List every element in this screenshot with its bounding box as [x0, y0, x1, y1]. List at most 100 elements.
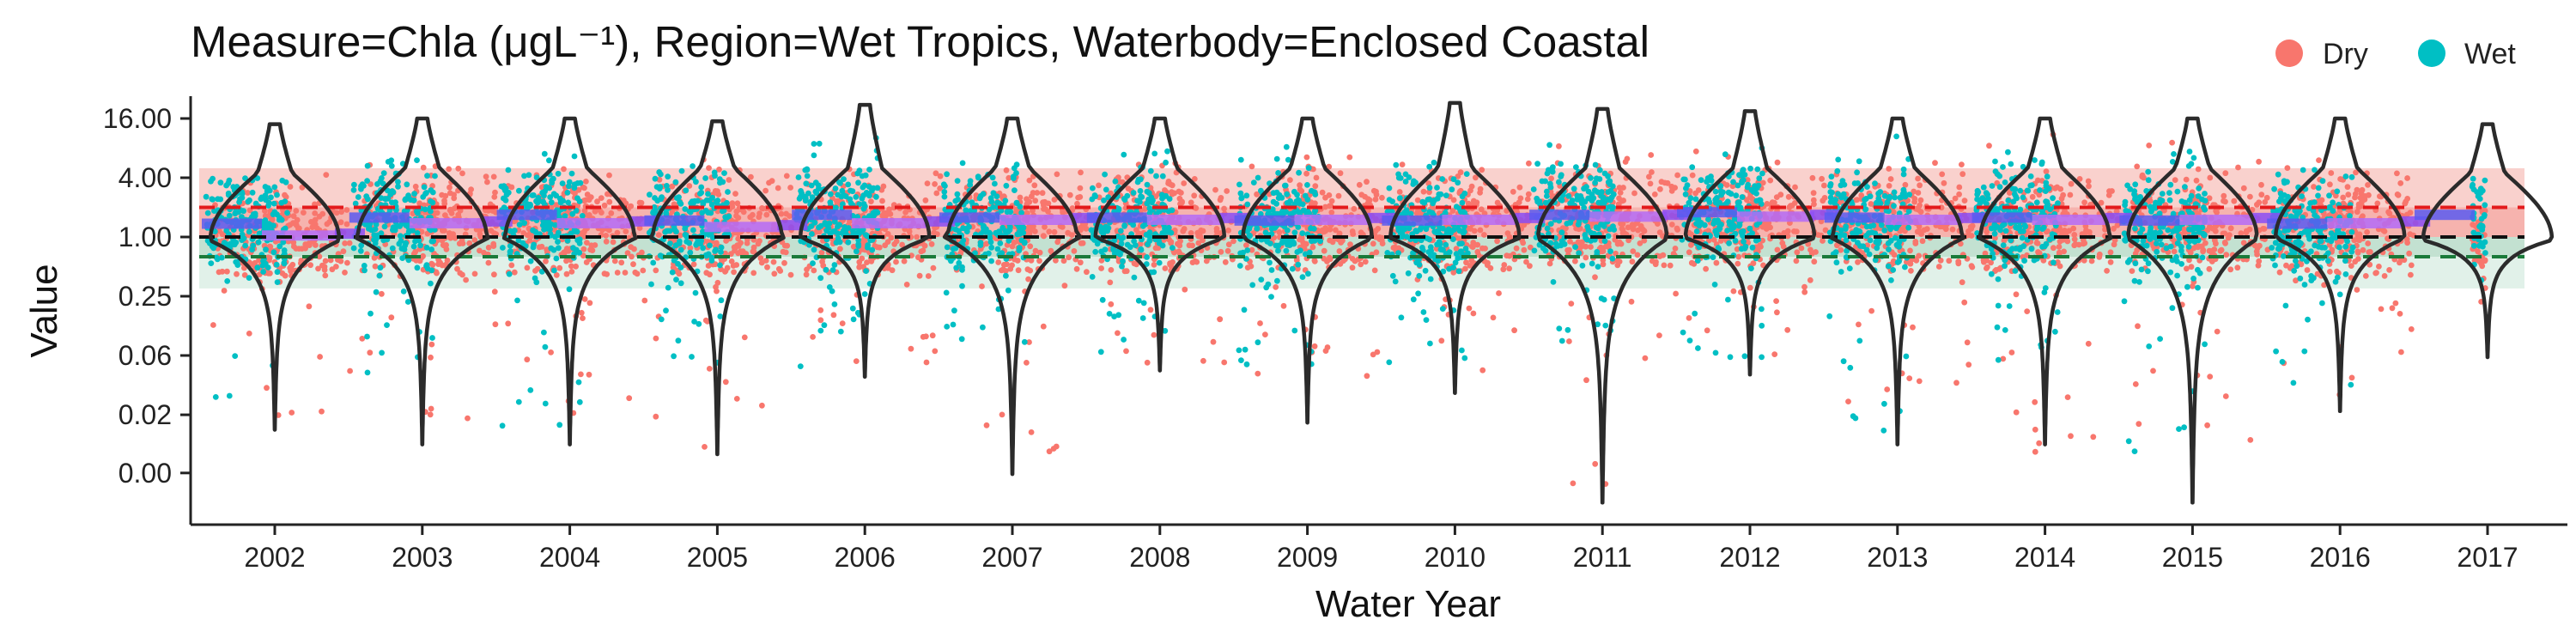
- data-point-dry: [1649, 258, 1656, 264]
- data-point-dry: [640, 267, 647, 274]
- data-point-wet: [1121, 197, 1128, 204]
- data-point-wet: [428, 280, 434, 287]
- data-point-dry: [1050, 446, 1057, 452]
- data-point-wet: [1242, 346, 1249, 353]
- data-point-wet: [562, 213, 568, 220]
- data-point-dry: [1774, 309, 1780, 316]
- data-point-dry: [716, 167, 722, 173]
- data-point-dry: [787, 185, 793, 191]
- data-point-wet: [1297, 247, 1303, 254]
- legend-swatch-wet: [2418, 39, 2445, 67]
- data-point-wet: [511, 228, 518, 234]
- data-point-wet: [1571, 185, 1577, 192]
- data-point-wet: [264, 222, 271, 228]
- data-point-dry: [1819, 175, 1826, 182]
- data-point-dry: [764, 264, 770, 270]
- data-point-wet: [1258, 187, 1264, 194]
- data-point-dry: [1370, 240, 1376, 247]
- data-point-dry: [543, 258, 549, 264]
- data-point-dry: [888, 234, 895, 241]
- data-point-dry: [655, 232, 662, 239]
- data-point-wet: [1455, 268, 1462, 275]
- data-point-dry: [876, 230, 883, 237]
- data-point-wet: [665, 284, 671, 291]
- data-point-wet: [1756, 175, 1763, 182]
- data-point-wet: [395, 183, 401, 190]
- data-point-wet: [373, 289, 380, 295]
- data-point-dry: [468, 186, 474, 193]
- data-point-dry: [632, 269, 639, 276]
- data-point-dry: [899, 241, 905, 248]
- data-point-wet: [1579, 199, 1585, 205]
- data-point-wet: [1274, 277, 1280, 284]
- data-point-dry: [1060, 258, 1067, 264]
- data-point-wet: [941, 193, 948, 200]
- data-point-wet: [575, 379, 582, 386]
- data-point-dry: [735, 215, 742, 221]
- data-point-dry: [1619, 227, 1626, 233]
- data-point-wet: [1410, 296, 1417, 303]
- data-point-wet: [700, 199, 707, 206]
- data-point-dry: [572, 191, 578, 197]
- data-point-wet: [1397, 175, 1404, 181]
- data-point-wet: [1255, 174, 1261, 181]
- data-point-dry: [1527, 263, 1533, 270]
- data-point-dry: [1352, 258, 1358, 264]
- data-point-dry: [1467, 263, 1473, 269]
- legend-swatch-dry: [2275, 39, 2303, 67]
- data-point-wet: [855, 179, 861, 186]
- data-point-dry: [1520, 240, 1527, 246]
- data-point-dry: [1438, 337, 1445, 344]
- data-point-dry: [748, 173, 754, 180]
- data-point-wet: [374, 205, 381, 212]
- data-point-wet: [954, 191, 961, 197]
- data-point-dry: [804, 266, 810, 273]
- data-point-dry: [1474, 241, 1481, 248]
- data-point-wet: [252, 213, 258, 219]
- data-point-dry: [1506, 265, 1512, 272]
- data-point-dry: [1771, 351, 1778, 357]
- data-point-wet: [274, 191, 280, 198]
- data-point-dry: [1333, 227, 1339, 234]
- data-point-dry: [726, 177, 732, 183]
- data-point-wet: [963, 228, 970, 234]
- data-point-dry: [1474, 248, 1481, 255]
- data-point-dry: [1735, 253, 1742, 260]
- data-point-wet: [687, 209, 694, 216]
- data-point-wet: [1547, 221, 1554, 227]
- data-point-wet: [850, 316, 857, 323]
- data-point-dry: [290, 243, 297, 250]
- data-point-dry: [1473, 174, 1479, 181]
- data-point-wet: [1164, 229, 1171, 235]
- data-point-wet: [1285, 241, 1291, 248]
- data-point-dry: [1371, 267, 1378, 274]
- data-point-wet: [400, 289, 407, 295]
- data-point-dry: [1051, 197, 1058, 203]
- data-point-dry: [264, 385, 270, 392]
- data-point-wet: [1595, 264, 1601, 270]
- data-point-wet: [501, 195, 507, 202]
- data-point-wet: [550, 246, 557, 253]
- data-point-dry: [337, 219, 344, 226]
- data-point-wet: [576, 398, 583, 405]
- data-point-dry: [734, 200, 741, 207]
- data-point-dry: [1328, 210, 1335, 216]
- data-point-wet: [1244, 201, 1251, 208]
- data-point-wet: [1151, 150, 1158, 157]
- data-point-wet: [368, 227, 375, 234]
- data-point-wet: [1705, 216, 1711, 222]
- data-point-wet: [981, 222, 987, 229]
- data-point-wet: [1117, 228, 1124, 234]
- data-point-wet: [1542, 247, 1549, 254]
- data-point-dry: [316, 253, 323, 260]
- data-point-dry: [653, 267, 659, 274]
- data-point-wet: [1573, 164, 1579, 171]
- data-point-dry: [1570, 480, 1577, 487]
- data-point-wet: [682, 206, 689, 212]
- data-point-wet: [1610, 223, 1616, 229]
- legend: Dry Wet: [2275, 38, 2516, 70]
- data-point-wet: [823, 266, 829, 273]
- data-point-wet: [1459, 199, 1466, 206]
- data-point-wet: [1411, 178, 1417, 185]
- data-point-wet: [1546, 142, 1552, 149]
